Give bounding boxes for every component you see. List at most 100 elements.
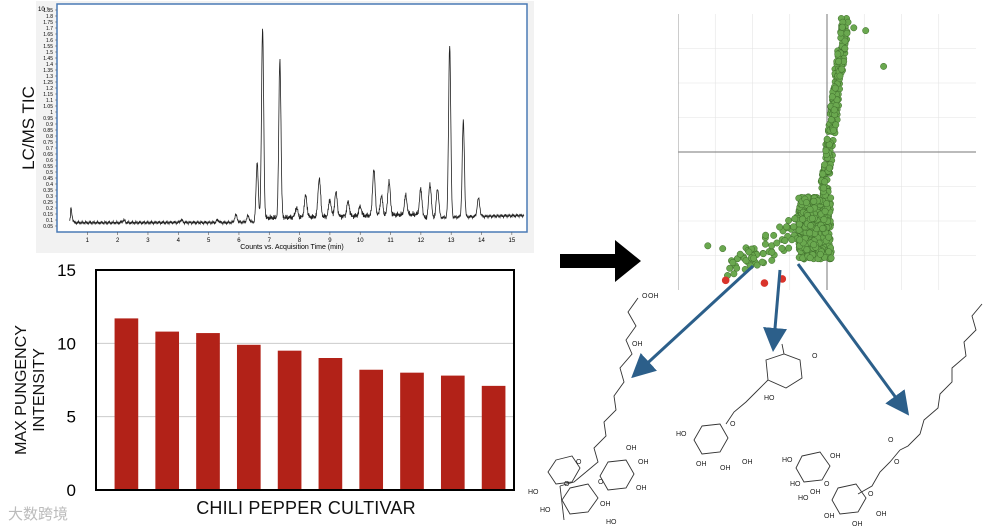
s-plot-point [788, 236, 796, 244]
tic-y-tick-label: 0.05 [43, 224, 53, 230]
tic-y-tick-label: 1.35 [43, 68, 53, 74]
s-plot-point [838, 65, 846, 73]
tic-y-tick-label: 1.8 [46, 14, 53, 20]
pungency-bar-chart: 0 5 10 15 [57, 261, 515, 498]
s-plot-point [770, 231, 778, 239]
svg-text:OH: OH [638, 459, 649, 466]
tic-x-tick-label: 1 [86, 238, 90, 244]
s-plot-point [802, 199, 810, 207]
tic-y-tick-label: 0.15 [43, 212, 53, 218]
tic-x-tick-label: 14 [478, 238, 485, 244]
tic-y-tick-label: 0.75 [43, 140, 53, 146]
tic-x-tick-label: 5 [207, 238, 211, 244]
s-plot-point [835, 58, 843, 65]
tic-y-tick-label: 0.65 [43, 152, 53, 158]
bar-plot-frame [95, 269, 515, 491]
bar-8 [400, 372, 424, 490]
svg-text:OH: OH [720, 465, 731, 472]
tic-y-tick-label: 1.6 [46, 38, 53, 44]
bar-y-axis-label-line2: INTENSITY [31, 348, 48, 432]
s-plot-point [806, 254, 814, 262]
svg-text:O: O [576, 459, 582, 466]
tic-y-tick-label: 0.95 [43, 116, 53, 122]
s-plot-point [762, 231, 770, 239]
s-plot-point [808, 215, 816, 222]
tic-y-tick-label: 0.35 [43, 188, 53, 194]
tic-y-tick-label: 1.25 [43, 80, 53, 86]
s-plot-point [819, 170, 827, 178]
tic-y-tick-label: 0.1 [46, 218, 53, 224]
tic-y-tick-label: 0.4 [46, 182, 53, 188]
tic-x-axis-label: Counts vs. Acquisition Time (min) [240, 244, 343, 251]
s-plot-point [819, 224, 827, 232]
tic-y-tick-label: 0.85 [43, 128, 53, 134]
watermark: 大数跨境 [8, 505, 69, 523]
tic-y-tick-label: 1.2 [46, 86, 53, 92]
tic-y-tick-label: 1.05 [43, 104, 53, 110]
tic-x-ticks: 1 2 3 4 5 6 7 8 9 10 11 12 13 14 15 [86, 232, 516, 244]
svg-text:OH: OH [742, 459, 753, 466]
svg-text:O: O [598, 479, 604, 486]
bar-3 [196, 333, 220, 490]
tic-x-tick-label: 13 [448, 238, 455, 244]
black-arrow [560, 240, 641, 282]
s-plot-highlight-point [760, 279, 769, 287]
s-plot-point [837, 29, 845, 37]
molecule-1-labels: O OH OH OH HO HO OH OH HO OH O O O [528, 293, 659, 526]
tic-y-axis-label: LC/MS TIC [19, 86, 38, 170]
tic-y-tick-label: 1.3 [46, 74, 53, 80]
bar-y-tick-label: 15 [57, 261, 76, 280]
svg-text:OH: OH [600, 501, 611, 508]
svg-text:HO: HO [540, 507, 551, 514]
svg-text:O: O [812, 353, 818, 360]
s-plot-point [776, 223, 784, 231]
tic-y-tick-label: 1 [50, 110, 53, 116]
svg-text:O: O [824, 481, 830, 488]
tic-panel: 10 ⁷ 0.05 0.1 0.15 0.2 0.25 0.3 0.35 0.4 0.45 0.5… [0, 0, 540, 258]
tic-y-tick-label: 1.1 [46, 98, 53, 104]
svg-text:HO: HO [764, 395, 775, 402]
s-plot-point [736, 250, 744, 258]
tic-y-tick-label: 1.85 [43, 8, 53, 14]
s-plot-point [823, 135, 831, 143]
s-plot-point [773, 239, 781, 247]
s-plot-point [841, 45, 849, 52]
s-plot-point [820, 216, 828, 223]
tic-x-tick-label: 9 [328, 238, 332, 244]
s-plot-point [733, 264, 741, 272]
s-plot-point [785, 244, 793, 252]
tic-y-tick-label: 1.55 [43, 44, 53, 50]
tic-y-tick-label: 0.8 [46, 134, 53, 140]
tic-x-tick-label: 10 [357, 238, 364, 244]
s-plot-point [830, 106, 838, 114]
s-plot-point [825, 233, 833, 241]
s-plot-points [704, 15, 888, 279]
tic-exponent: 10 ⁷ [38, 6, 49, 13]
s-plot-point [834, 50, 842, 58]
tic-y-tick-label: 0.45 [43, 176, 53, 182]
tic-chart: 10 ⁷ 0.050.10.150.20.250.30.350.40.450.5… [36, 1, 534, 253]
s-plot-point [750, 254, 758, 262]
tic-x-tick-label: 3 [146, 238, 150, 244]
bar-x-axis-label: CHILI PEPPER CULTIVAR [196, 498, 416, 518]
s-plot-point [841, 37, 849, 45]
s-plot-point [745, 248, 753, 256]
svg-text:OH: OH [636, 485, 647, 492]
s-plot-point [821, 207, 829, 215]
s-plot-point [816, 250, 824, 258]
s-plot-point [799, 215, 807, 223]
molecule-2-labels: O HO HO OH O OH OH [676, 353, 818, 472]
s-plot-point [823, 200, 831, 208]
s-plot-point [761, 240, 769, 248]
s-plot-point [758, 258, 766, 266]
svg-text:O: O [888, 437, 894, 444]
bar-y-tick-label: 0 [67, 481, 76, 498]
s-plot-point [783, 223, 790, 231]
s-plot-point [704, 242, 712, 250]
svg-text:O: O [730, 421, 736, 428]
s-plot-chart [678, 14, 976, 290]
s-plot-point [730, 270, 738, 278]
s-plot-point [810, 197, 818, 205]
tic-y-tick-label: 1.75 [43, 20, 53, 26]
tic-y-tick-label: 0.9 [46, 122, 53, 128]
